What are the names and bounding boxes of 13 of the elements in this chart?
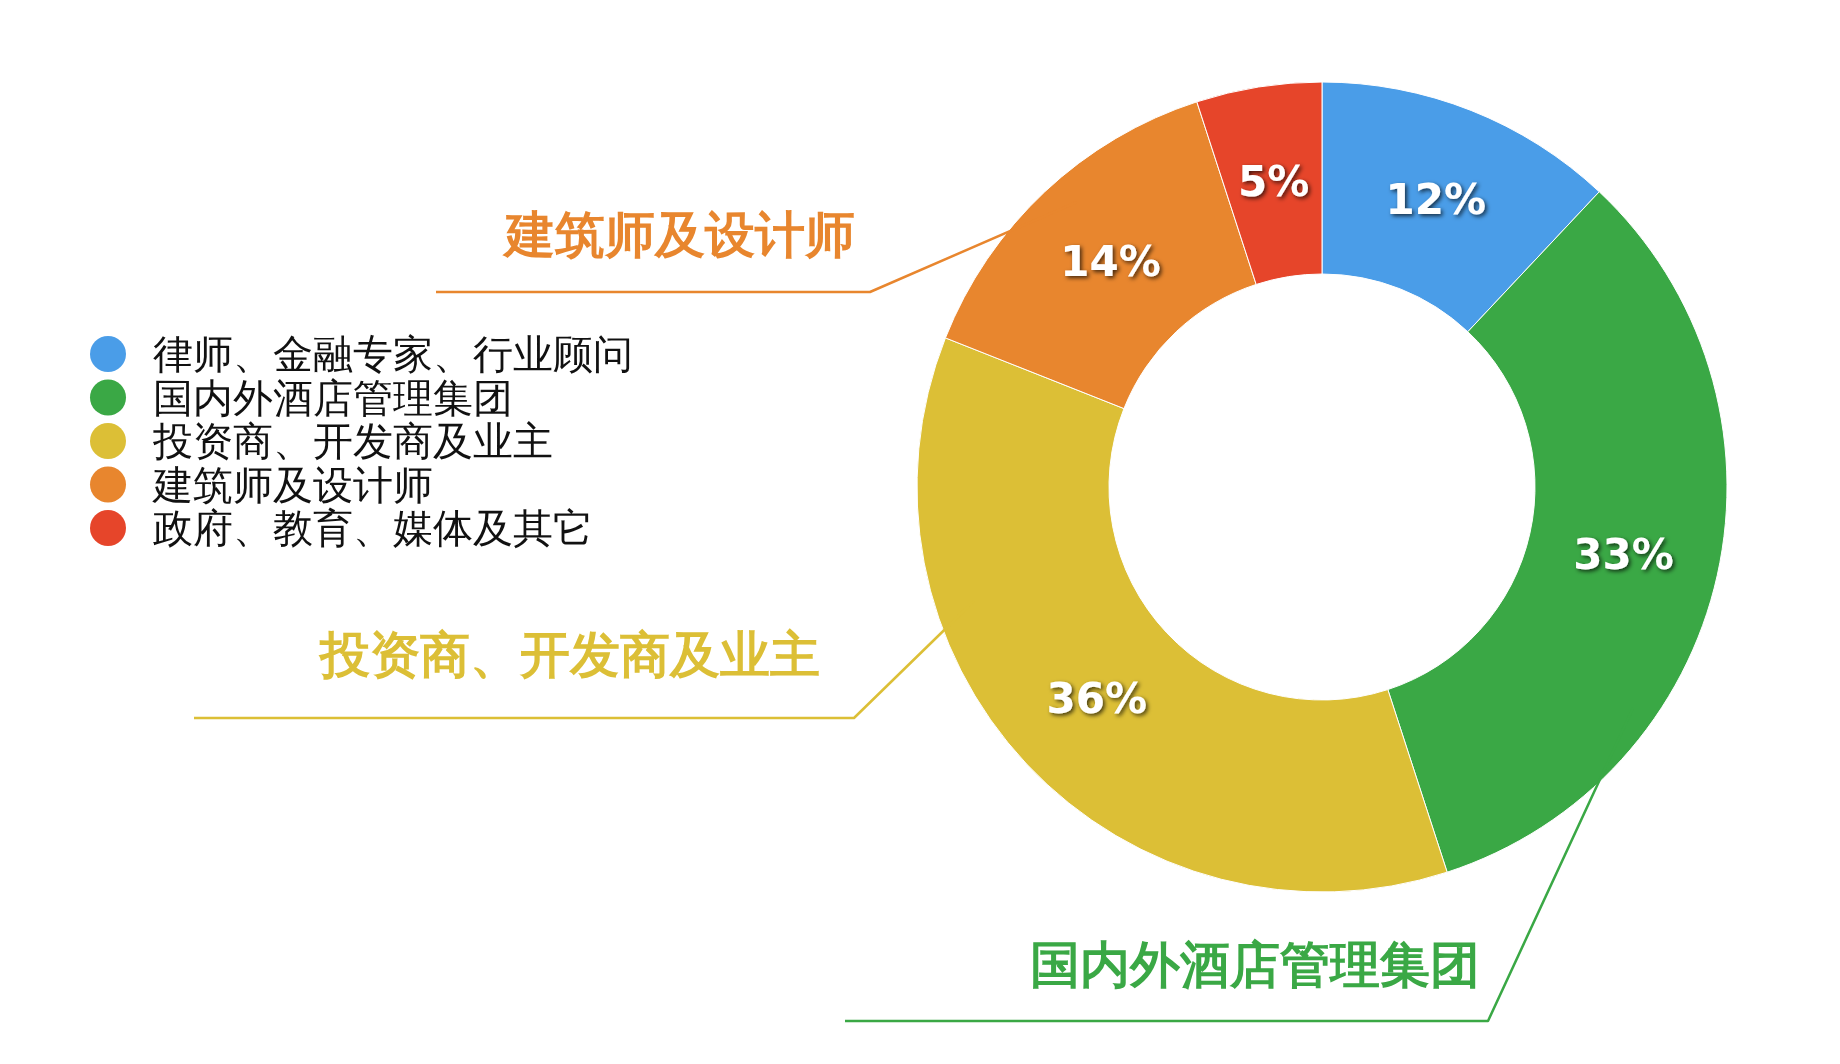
data-label: 12% — [1385, 175, 1487, 225]
data-label: 33% — [1573, 529, 1674, 579]
data-label: 5% — [1238, 157, 1310, 207]
legend-label: 政府、教育、媒体及其它 — [153, 505, 593, 551]
legend-label: 投资商、开发商及业主 — [152, 418, 553, 464]
legend-label: 国内外酒店管理集团 — [153, 374, 513, 421]
legend-label: 建筑师及设计师 — [152, 461, 433, 508]
legend-label: 律师、金融专家、行业顾问 — [153, 331, 633, 377]
data-label: 14% — [1060, 237, 1161, 287]
slice-label: 建筑师及设计师 — [502, 206, 855, 264]
data-label: 36% — [1046, 674, 1148, 724]
slice-label: 国内外酒店管理集团 — [1030, 936, 1480, 994]
slice-label: 投资商、开发商及业主 — [318, 626, 820, 684]
